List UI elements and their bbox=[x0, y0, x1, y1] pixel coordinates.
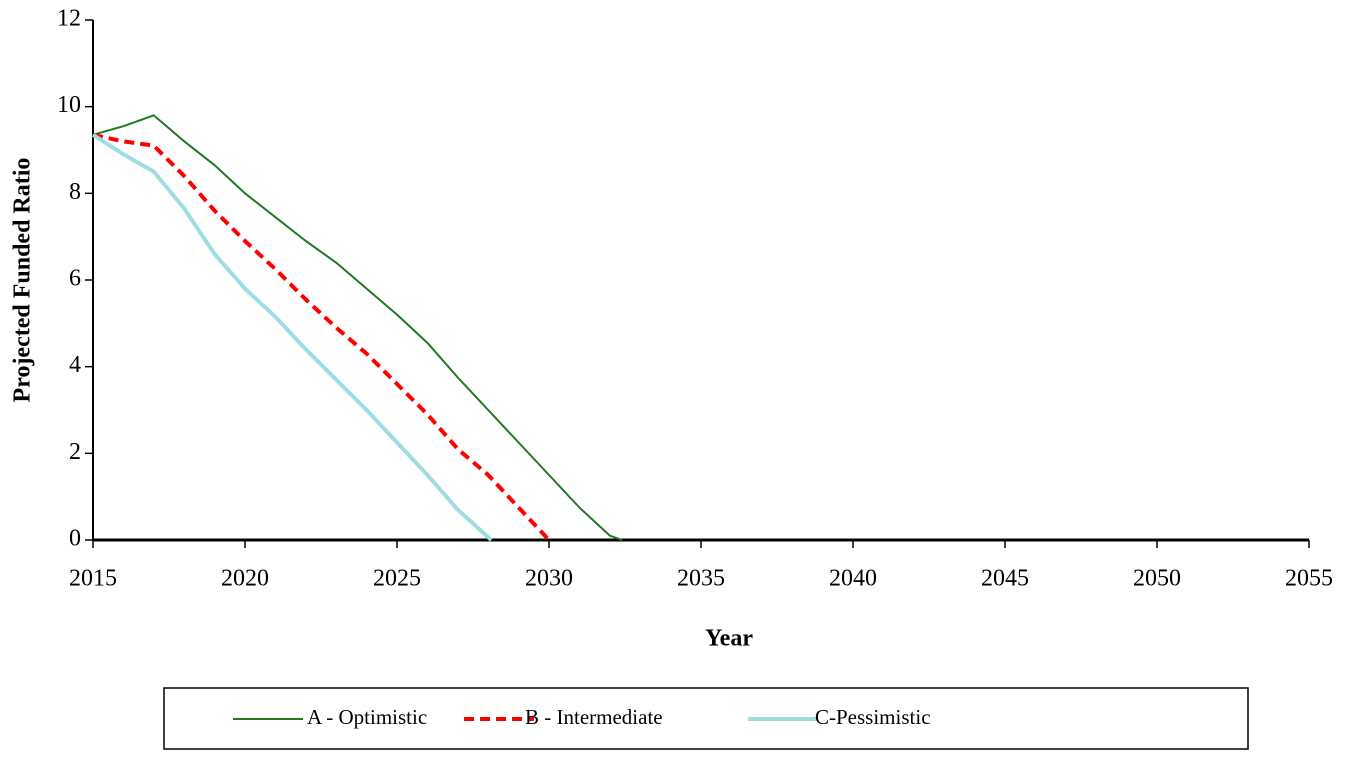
x-tick-label: 2035 bbox=[677, 566, 725, 592]
series-line bbox=[92, 114, 623, 541]
x-axis-title: Year bbox=[705, 626, 753, 652]
legend-box bbox=[163, 687, 1249, 750]
y-tick-label: 8 bbox=[69, 179, 81, 205]
x-tick-label: 2025 bbox=[373, 566, 421, 592]
x-tick-label: 2040 bbox=[829, 566, 877, 592]
x-tick-label: 2030 bbox=[525, 566, 573, 592]
y-tick-label: 2 bbox=[69, 439, 81, 465]
x-tick-label: 2045 bbox=[981, 566, 1029, 592]
y-tick-label: 4 bbox=[69, 352, 81, 378]
legend-label: A - Optimistic bbox=[307, 705, 427, 729]
x-tick-label: 2015 bbox=[69, 566, 117, 592]
y-tick-label: 10 bbox=[57, 92, 81, 118]
series-line bbox=[92, 132, 551, 542]
x-tick-label: 2055 bbox=[1285, 566, 1333, 592]
y-axis-title: Projected Funded Ratio bbox=[10, 158, 36, 403]
legend-label: C-Pessimistic bbox=[815, 705, 931, 729]
x-tick-label: 2050 bbox=[1133, 566, 1181, 592]
series-line bbox=[91, 133, 493, 542]
y-tick-label: 12 bbox=[57, 6, 81, 32]
x-tick-label: 2020 bbox=[221, 566, 269, 592]
legend-label: B - Intermediate bbox=[525, 705, 663, 729]
y-tick-label: 0 bbox=[69, 526, 81, 552]
y-tick-label: 6 bbox=[69, 266, 81, 292]
